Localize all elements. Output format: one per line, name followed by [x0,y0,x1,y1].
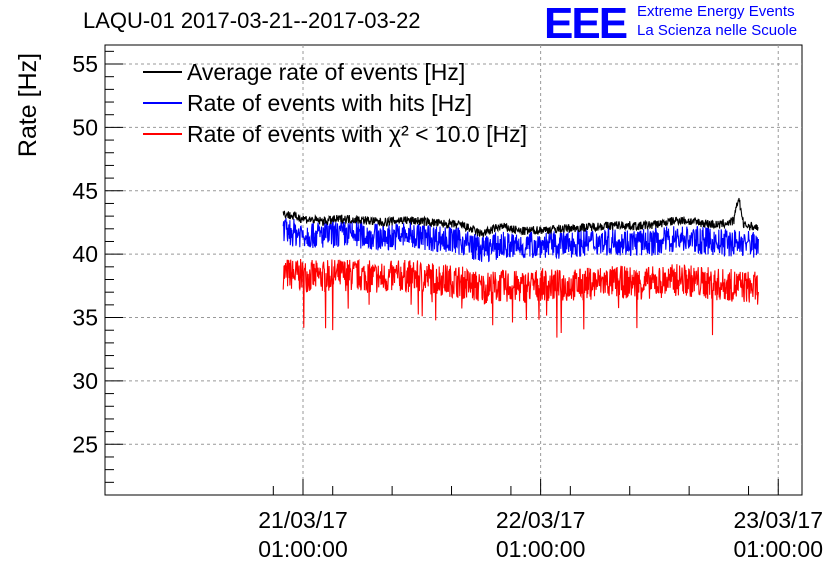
y-tick-label: 50 [72,114,98,140]
legend-label-chi2: Rate of events with χ² < 10.0 [Hz] [187,121,527,147]
y-tick-label: 25 [72,431,98,457]
y-axis-label: Rate [Hz] [14,53,42,157]
x-tick-label-date: 22/03/17 [496,507,586,533]
series-line-hits [282,217,759,263]
x-tick-label-time: 01:00:00 [496,536,586,562]
plot-frame [104,44,803,496]
y-tick-label: 55 [72,51,98,77]
y-tick-label: 40 [72,241,98,267]
x-tick-label-date: 23/03/17 [733,507,823,533]
x-tick-label-time: 01:00:00 [258,536,348,562]
legend-label-hits: Rate of events with hits [Hz] [187,90,472,116]
series-line-avg [282,197,759,238]
x-tick-label-time: 01:00:00 [733,536,823,562]
y-tick-label: 45 [72,178,98,204]
y-tick-label: 30 [72,368,98,394]
y-tick-label: 35 [72,305,98,331]
chart-title: LAQU-01 2017-03-21--2017-03-22 [83,8,421,33]
logo-line-1: Extreme Energy Events [637,3,795,20]
eee-logo: EEE [544,0,628,48]
series-line-chi2 [282,258,759,338]
x-tick-label-date: 21/03/17 [258,507,348,533]
logo-line-2: La Scienza nelle Scuole [637,22,798,39]
legend-label-avg: Average rate of events [Hz] [187,59,465,85]
